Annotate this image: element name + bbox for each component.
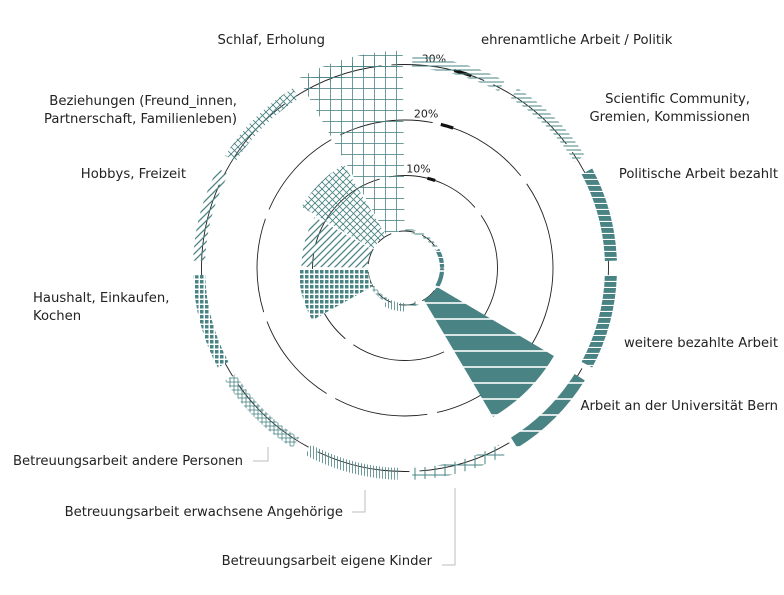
category-label-5: Betreuungsarbeit eigene Kinder [222, 554, 433, 569]
sector-4 [423, 286, 554, 417]
category-label-1: Scientific Community, Gremien, Kommission… [589, 92, 750, 125]
sector-1 [422, 234, 439, 251]
leader-line-5 [442, 488, 456, 566]
outer-band-6 [305, 444, 399, 480]
outer-band-3 [581, 274, 617, 368]
leader-lines [253, 447, 456, 566]
tick-label-1: 20% [414, 107, 438, 120]
sector-2 [435, 248, 445, 268]
category-label-9: Hobbys, Freizeit [81, 167, 186, 182]
tick-mark-0 [426, 176, 436, 183]
category-label-10: Beziehungen (Freund_innen, Partnerschaft,… [44, 94, 237, 127]
sector-7 [371, 285, 388, 302]
category-label-2: Politische Arbeit bezahlt [619, 167, 778, 182]
category-label-3: weitere bezahlte Arbeit [624, 336, 778, 351]
sector-11 [298, 50, 405, 236]
sector-3 [435, 268, 445, 288]
grid-circle-2 [256, 119, 554, 417]
outer-band-7 [225, 373, 300, 448]
outer-band-2 [581, 168, 617, 262]
category-label-6: Betreuungsarbeit erwachsene Angehörige [65, 505, 343, 520]
outer-band-1 [510, 88, 585, 163]
leader-line-6 [352, 490, 366, 513]
sector-8 [298, 268, 373, 321]
outer-band-8 [193, 274, 229, 368]
sector-10 [301, 164, 387, 250]
sector-5 [405, 298, 425, 308]
sector-9 [301, 217, 373, 268]
leader-line-7 [253, 447, 269, 462]
value-sectors [298, 50, 554, 417]
category-label-0: ehrenamtliche Arbeit / Politik [481, 33, 673, 48]
sector-0 [405, 228, 425, 238]
grid-circle-3 [201, 64, 609, 472]
sector-6 [383, 298, 405, 312]
category-label-7: Betreuungsarbeit andere Personen [13, 454, 243, 469]
outer-band-9 [193, 168, 229, 262]
category-labels: ehrenamtliche Arbeit / Politik Scientific… [13, 33, 778, 569]
outer-band-5 [411, 444, 505, 480]
category-label-4: Arbeit an der Universität Bern [580, 399, 778, 414]
outer-band-10 [225, 88, 300, 163]
category-label-11: Schlaf, Erholung [218, 33, 325, 48]
outer-band-0 [411, 56, 505, 92]
tick-mark-1 [440, 122, 454, 130]
category-label-8: Haushalt, Einkaufen, Kochen [33, 291, 169, 324]
grid-circle-0 [367, 230, 443, 306]
grid-circle-1 [312, 175, 498, 361]
tick-label-0: 10% [406, 162, 430, 175]
outer-band-4 [510, 373, 585, 448]
radial-grid [201, 64, 609, 472]
